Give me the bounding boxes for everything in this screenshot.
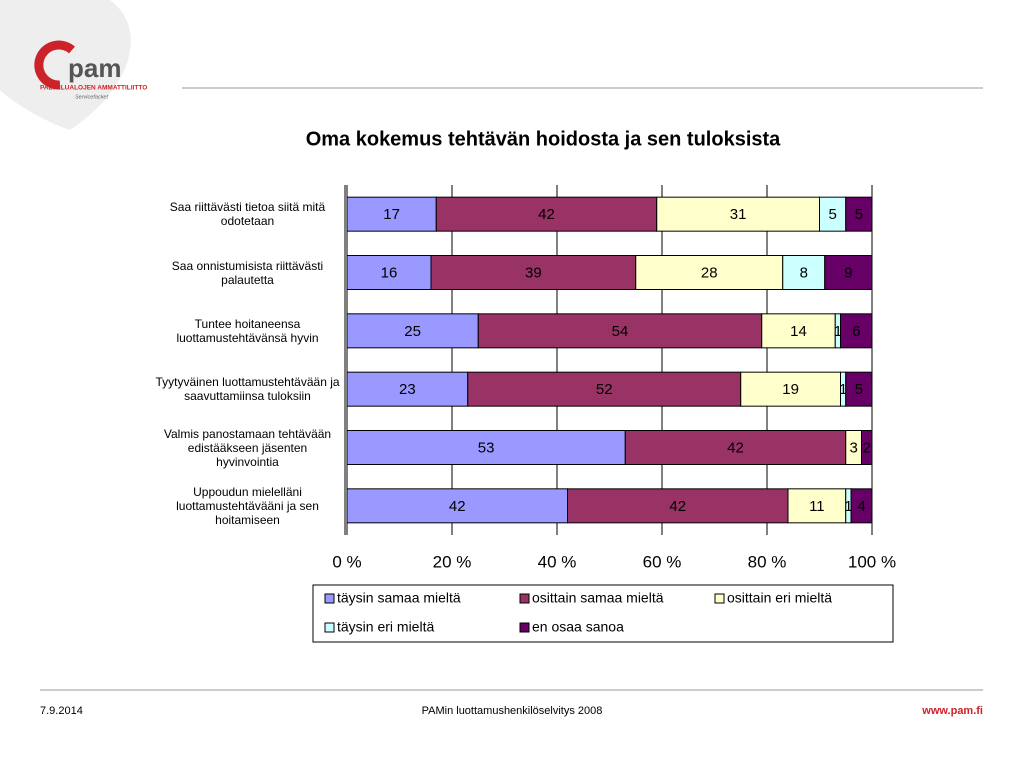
logo-text: pam	[68, 53, 121, 83]
value-label: 14	[790, 323, 807, 340]
value-label: 5	[855, 206, 863, 223]
value-label: 23	[399, 381, 416, 398]
chart-title: Oma kokemus tehtävän hoidosta ja sen tul…	[306, 128, 781, 150]
bar-segment	[824, 255, 873, 290]
value-label: 25	[404, 323, 421, 340]
legend-label: täysin samaa mieltä	[337, 590, 461, 606]
value-label: 1	[834, 323, 842, 340]
legend-label: en osaa sanoa	[532, 619, 624, 635]
value-label: 1	[844, 498, 852, 515]
legend-swatch	[519, 593, 530, 604]
bar-segment	[346, 488, 568, 524]
y-tick-label: Tyytyväinen luottamustehtävään ja saavut…	[155, 375, 340, 404]
value-label: 54	[612, 323, 629, 340]
value-label: 53	[478, 439, 495, 456]
value-label: 9	[844, 264, 852, 281]
bar-segment	[477, 313, 763, 349]
plot-area	[345, 185, 872, 535]
x-tick-label: 80 %	[748, 552, 787, 571]
y-tick-label: Saa onnistumisista riittävästi palautett…	[171, 258, 324, 287]
legend	[312, 584, 894, 643]
value-label: 31	[730, 206, 747, 223]
y-tick-label: Tuntee hoitaneensa luottamustehtävänsä h…	[176, 316, 319, 345]
legend-label: osittain eri mieltä	[727, 590, 832, 606]
bar-segment	[346, 313, 479, 349]
value-label: 42	[449, 498, 466, 515]
legend-swatch	[519, 622, 530, 633]
logo-bg	[0, 0, 131, 130]
bar-segment	[430, 255, 637, 290]
x-tick-label: 60 %	[643, 552, 682, 571]
x-tick-label: 40 %	[538, 552, 577, 571]
value-label: 28	[701, 264, 718, 281]
y-tick-label: Saa riittävästi tietoa siitä mitä odotet…	[169, 200, 326, 229]
value-label: 42	[727, 439, 744, 456]
logo-line2: Servicefacket	[75, 94, 108, 100]
logo-line1: PALVELUALOJEN AMMATTILIITTO	[40, 85, 147, 92]
bar-segment	[656, 196, 820, 232]
value-label: 5	[855, 381, 863, 398]
legend-swatch	[324, 593, 335, 604]
bar-segment	[635, 255, 784, 290]
bar-segment	[740, 371, 841, 407]
bar-segment	[840, 313, 873, 349]
legend-label: osittain samaa mieltä	[532, 590, 664, 606]
bar-segment	[346, 196, 437, 232]
value-label: 3	[849, 439, 857, 456]
value-label: 19	[782, 381, 799, 398]
footer-url: www.pam.fi	[922, 705, 983, 717]
y-tick-label: Uppoudun mielelläni luottamustehtävääni …	[176, 484, 319, 527]
value-label: 11	[809, 498, 825, 515]
bar-segment	[346, 255, 432, 290]
x-tick-label: 0 %	[332, 552, 361, 571]
bar-segment	[819, 196, 847, 232]
bar-segment	[845, 371, 873, 407]
bar-segment	[861, 430, 873, 465]
value-label: 39	[525, 264, 542, 281]
bar-segment	[845, 196, 873, 232]
bar-segment	[782, 255, 826, 290]
x-tick-label: 100 %	[848, 552, 896, 571]
value-label: 8	[800, 264, 808, 281]
value-label: 42	[538, 206, 555, 223]
footer-center: PAMin luottamushenkilöselvitys 2008	[421, 705, 603, 717]
value-label: 17	[383, 206, 400, 223]
bar-segment	[567, 488, 789, 524]
logo-mark	[34, 40, 75, 90]
bar-segment	[467, 371, 742, 407]
footer-date: 7.9.2014	[40, 705, 83, 717]
value-label: 6	[852, 323, 860, 340]
value-label: 1	[839, 381, 847, 398]
x-tick-label: 20 %	[433, 552, 472, 571]
value-label: 5	[828, 206, 836, 223]
value-label: 2	[863, 439, 871, 456]
legend-swatch	[324, 622, 335, 633]
y-tick-label: Valmis panostamaan tehtävään edistääksee…	[163, 426, 332, 469]
value-label: 4	[857, 498, 865, 515]
value-label: 16	[381, 264, 398, 281]
bar-segment	[761, 313, 836, 349]
value-label: 52	[596, 381, 613, 398]
bar-segment	[850, 488, 873, 524]
bar-segment	[624, 430, 847, 465]
value-label: 42	[669, 498, 686, 515]
bar-segment	[346, 371, 469, 407]
legend-swatch	[714, 593, 725, 604]
legend-label: täysin eri mieltä	[337, 619, 434, 635]
